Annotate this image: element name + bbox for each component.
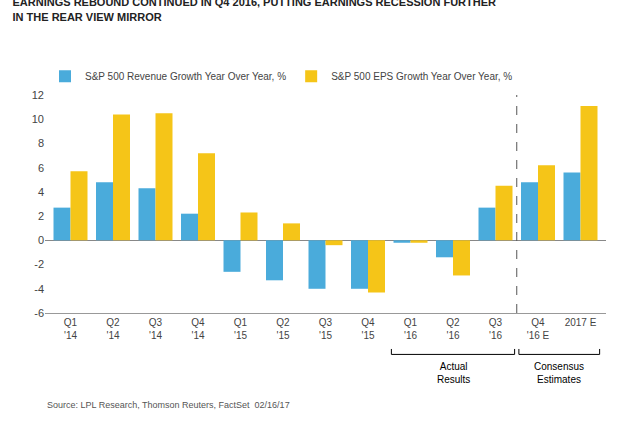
svg-text:-4: -4: [34, 283, 44, 295]
svg-text:-6: -6: [34, 307, 44, 319]
svg-text:Q1'16: Q1'16: [404, 317, 418, 341]
svg-text:S&P 500 Revenue Growth Year Ov: S&P 500 Revenue Growth Year Over Year, %: [85, 71, 286, 82]
svg-text:Source: LPL Research, Thomson: Source: LPL Research, Thomson Reuters, F…: [47, 400, 290, 410]
svg-text:Q3'14: Q3'14: [149, 317, 163, 341]
svg-text:2: 2: [38, 210, 44, 222]
svg-text:8: 8: [38, 137, 44, 149]
svg-text:6: 6: [38, 162, 44, 174]
svg-text:2017 E: 2017 E: [565, 317, 597, 328]
svg-text:Q4'14: Q4'14: [191, 317, 205, 341]
svg-text:Q4'16 E: Q4'16 E: [527, 317, 550, 341]
svg-text:ActualResults: ActualResults: [437, 361, 470, 385]
svg-text:0: 0: [38, 234, 44, 246]
svg-text:ConsensusEstimates: ConsensusEstimates: [534, 361, 584, 385]
svg-text:4: 4: [38, 186, 44, 198]
svg-text:S&P 500 EPS Growth Year Over Y: S&P 500 EPS Growth Year Over Year, %: [331, 71, 512, 82]
svg-text:Q4'15: Q4'15: [361, 317, 375, 341]
svg-text:Q2'14: Q2'14: [106, 317, 120, 341]
svg-text:Q1'14: Q1'14: [64, 317, 78, 341]
svg-text:Q2'16: Q2'16: [446, 317, 460, 341]
svg-text:Q3'15: Q3'15: [319, 317, 333, 341]
svg-text:Q1'15: Q1'15: [234, 317, 248, 341]
svg-text:12: 12: [32, 89, 44, 101]
svg-text:Q3'16: Q3'16: [489, 317, 503, 341]
svg-text:Q2'15: Q2'15: [276, 317, 290, 341]
svg-text:EARNINGS REBOUND CONTINUED IN: EARNINGS REBOUND CONTINUED IN Q4 2016, P…: [13, 0, 497, 23]
svg-text:10: 10: [32, 113, 44, 125]
svg-text:-2: -2: [34, 258, 44, 270]
